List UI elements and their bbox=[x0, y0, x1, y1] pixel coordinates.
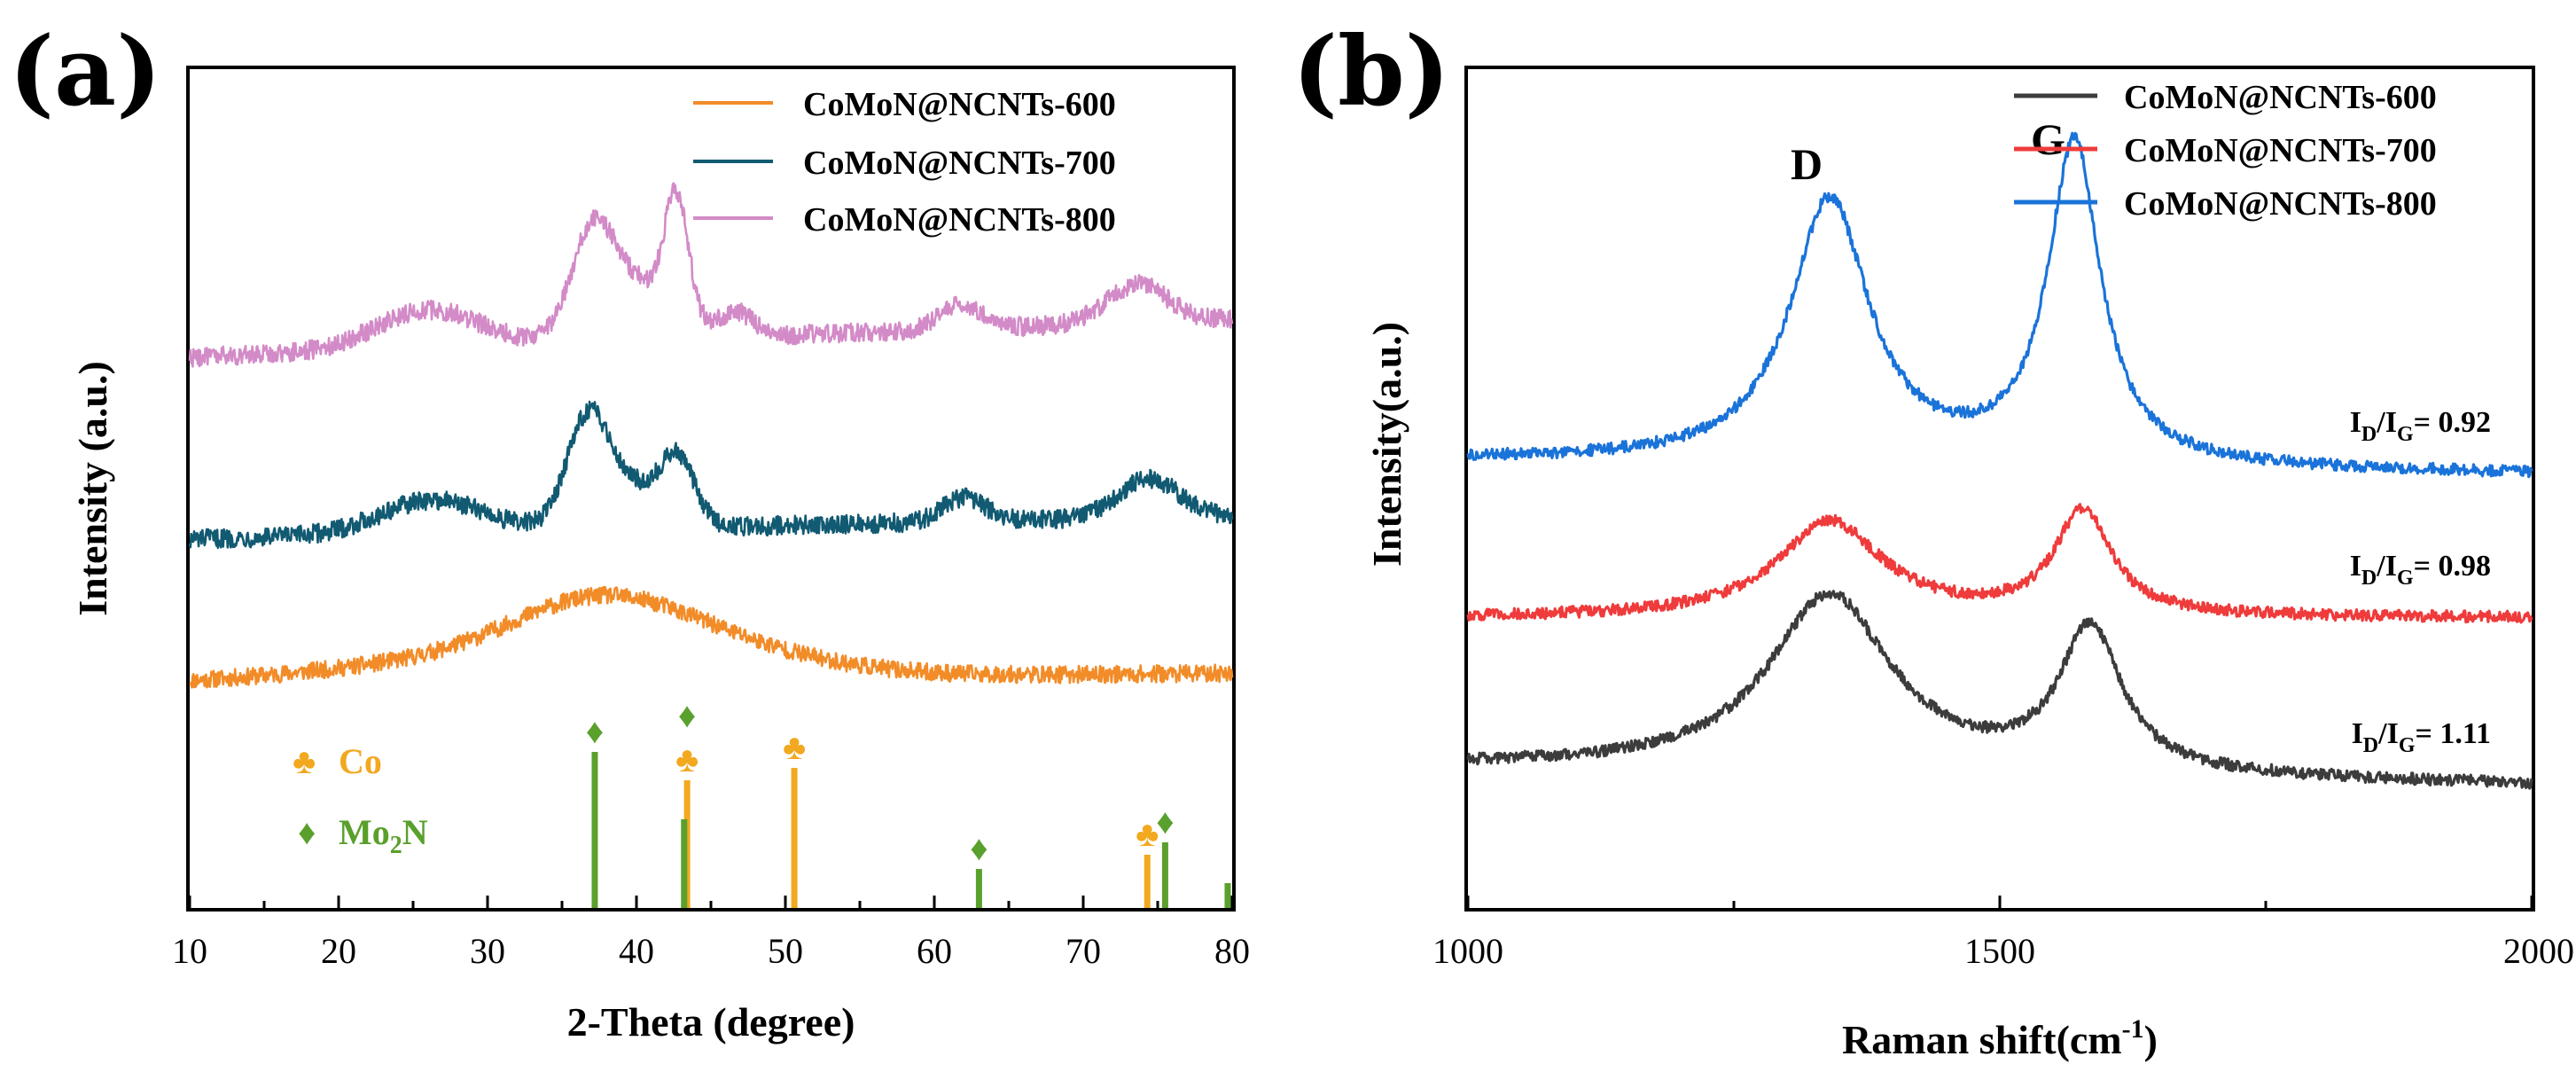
panel-b-x-tick-label: 2000 bbox=[2503, 931, 2574, 971]
panel-b-annotations: D G ID/IG= 1.11 ID/IG= 0.98 ID/IG= 0.92 bbox=[1791, 114, 2491, 757]
reference-peak-mo2n-stick bbox=[1161, 842, 1168, 908]
panel-a-x-tick-label: 50 bbox=[768, 931, 803, 971]
panel-a-x-tick-label: 40 bbox=[619, 931, 654, 971]
panel-b-series-line-700 bbox=[1466, 503, 2533, 624]
club-icon: ♣ bbox=[675, 739, 699, 779]
panel-b-legend: CoMoN@NCNTs-600 CoMoN@NCNTs-700 CoMoN@NC… bbox=[2014, 79, 2437, 223]
panel-a-series-group bbox=[188, 182, 1234, 689]
panel-a-legend-item-700: CoMoN@NCNTs-700 bbox=[693, 145, 1116, 182]
peak-label-g: G bbox=[2031, 114, 2065, 164]
panel-b-y-axis-label: Intensity(a.u.) bbox=[1364, 322, 1409, 567]
panel-a-x-axis-label: 2-Theta (degree) bbox=[567, 999, 855, 1045]
phase-legend-mo2n-label: Mo2N bbox=[339, 812, 428, 859]
panel-b-series-group bbox=[1466, 131, 2533, 790]
club-icon: ♣ bbox=[1136, 814, 1159, 854]
ratio-annotation-800: ID/IG= 0.92 bbox=[2350, 406, 2491, 446]
reference-peak-mo2n-stick bbox=[681, 819, 688, 908]
diamond-icon: ♦ bbox=[678, 695, 696, 735]
panel-a-legend-label-700: CoMoN@NCNTs-700 bbox=[803, 145, 1116, 182]
panel-b-x-tick-label: 1500 bbox=[1964, 931, 2035, 971]
panel-a-phase-legend: ♣ Co ♦ Mo2N bbox=[293, 741, 428, 859]
ratio-annotation-600: ID/IG= 1.11 bbox=[2352, 717, 2491, 757]
panel-a-x-tick-label: 20 bbox=[321, 931, 356, 971]
ratio-annotation-700: ID/IG= 0.98 bbox=[2350, 550, 2491, 590]
panel-a-x-ticks: 10 20 30 40 50 60 70 80 bbox=[172, 896, 1250, 971]
panel-b-x-ticks: 1000 1500 2000 bbox=[1432, 896, 2574, 971]
panel-a-series-line-600 bbox=[189, 585, 1234, 689]
peak-label-d: D bbox=[1791, 139, 1823, 189]
panel-a-legend-item-600: CoMoN@NCNTs-600 bbox=[693, 86, 1116, 123]
phase-legend-mo2n: ♦ Mo2N bbox=[298, 812, 428, 859]
panel-b-legend-label-800: CoMoN@NCNTs-800 bbox=[2124, 185, 2437, 223]
club-icon: ♣ bbox=[783, 727, 806, 767]
panel-a-x-tick-label: 80 bbox=[1214, 931, 1250, 971]
reference-peak-co-stick bbox=[1144, 855, 1151, 908]
diamond-icon: ♦ bbox=[586, 711, 604, 751]
panel-a-reference-peaks: ♦ ♦♣ ♣♦ ♣♦ bbox=[586, 695, 1231, 908]
panel-a-x-tick-label: 60 bbox=[917, 931, 952, 971]
reference-peak-co-stick bbox=[791, 768, 798, 908]
panel-a-legend-item-800: CoMoN@NCNTs-800 bbox=[693, 201, 1116, 239]
panel-a-y-axis-label: Intensity (a.u.) bbox=[70, 361, 115, 616]
panel-b-x-axis-label: Raman shift(cm-1) bbox=[1842, 1014, 2158, 1062]
panel-b-plot-frame bbox=[1464, 66, 2535, 912]
diamond-icon: ♦ bbox=[1156, 802, 1174, 841]
panel-b: (b) 1000 1500 2000 Raman shift(cm-1) Inten… bbox=[1292, 16, 2574, 1062]
phase-legend-co-label: Co bbox=[339, 741, 382, 781]
panel-a-series-line-800 bbox=[188, 182, 1234, 368]
diamond-icon: ♦ bbox=[970, 828, 987, 868]
panel-a-label: (a) bbox=[9, 16, 161, 128]
panel-a: (a) 10 20 30 40 50 60 70 80 2-Theta (degree) In… bbox=[9, 16, 1250, 1045]
panel-b-x-tick-label: 1000 bbox=[1432, 931, 1503, 971]
panel-b-series-line-800 bbox=[1466, 131, 2533, 479]
panel-a-x-tick-label: 30 bbox=[470, 931, 505, 971]
panel-a-plot-frame bbox=[186, 66, 1236, 912]
panel-b-legend-label-700: CoMoN@NCNTs-700 bbox=[2124, 132, 2437, 169]
club-icon: ♣ bbox=[293, 741, 316, 781]
panel-a-x-tick-label: 70 bbox=[1066, 931, 1101, 971]
reference-peak-mo2n-stick bbox=[1224, 883, 1231, 908]
panel-a-series-line-700 bbox=[188, 400, 1234, 550]
panel-b-label: (b) bbox=[1292, 16, 1450, 128]
panel-a-legend-label-800: CoMoN@NCNTs-800 bbox=[803, 201, 1116, 239]
reference-peak-mo2n-stick bbox=[975, 869, 982, 908]
phase-legend-co: ♣ Co bbox=[293, 741, 382, 781]
panel-b-legend-item-600: CoMoN@NCNTs-600 bbox=[2014, 79, 2437, 116]
panel-a-x-tick-label: 10 bbox=[172, 931, 207, 971]
panel-b-legend-label-600: CoMoN@NCNTs-600 bbox=[2124, 79, 2437, 116]
panel-a-legend-label-600: CoMoN@NCNTs-600 bbox=[803, 86, 1116, 123]
reference-peak-mo2n-stick bbox=[591, 752, 598, 908]
panel-b-series-line-600 bbox=[1466, 590, 2533, 790]
diamond-icon: ♦ bbox=[298, 812, 316, 852]
panel-a-legend: CoMoN@NCNTs-600 CoMoN@NCNTs-700 CoMoN@NC… bbox=[693, 86, 1116, 239]
panel-b-legend-item-700: CoMoN@NCNTs-700 bbox=[2014, 132, 2437, 169]
panel-b-legend-item-800: CoMoN@NCNTs-800 bbox=[2014, 185, 2437, 223]
